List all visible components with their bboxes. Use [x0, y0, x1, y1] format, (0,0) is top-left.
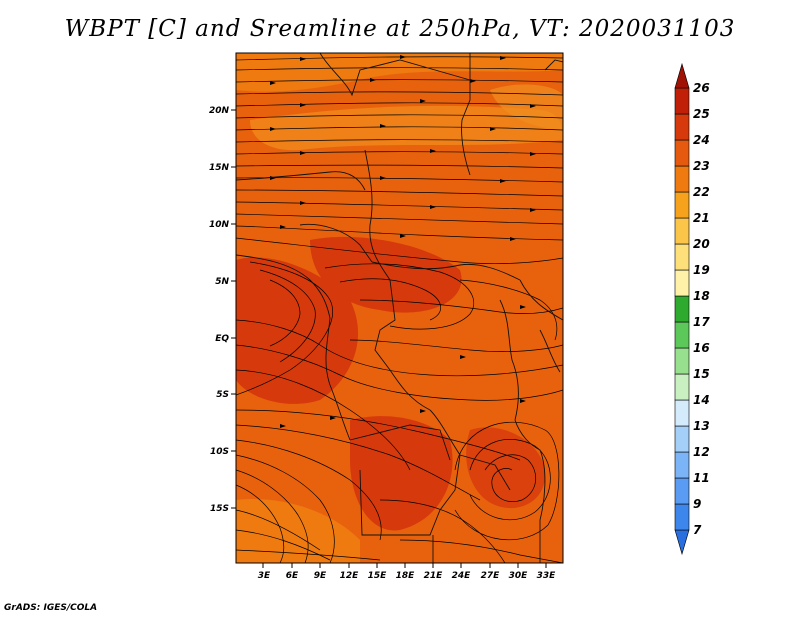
colorbar-label: 19: [693, 263, 710, 277]
colorbar-max-triangle: [674, 62, 690, 89]
lon-label: 30E: [509, 571, 529, 581]
lat-label: 15S: [210, 504, 229, 514]
lat-label: 5N: [215, 277, 229, 287]
colorbar-label: 16: [693, 341, 710, 355]
map-frame: [235, 52, 564, 564]
map-title: WBPT [C] and Sreamline at 250hPa, VT: 20…: [64, 16, 736, 42]
lat-label: 20N: [209, 106, 230, 116]
wbpt-patch-center: [310, 236, 462, 313]
colorbar-swatch: [674, 321, 690, 349]
wbpt-patch-north: [236, 53, 563, 92]
colorbar: 7 9 11 12 13 14 15 16 17 18 19 20 21 22 23 24 25 26: [674, 62, 710, 556]
colorbar-label: 21: [693, 211, 710, 225]
colorbar-swatch: [674, 425, 690, 453]
lon-label: 9E: [314, 571, 327, 581]
wbpt-patch-southwest: [236, 499, 360, 563]
colorbar-swatch: [674, 139, 690, 167]
wbpt-patch-band: [250, 105, 563, 151]
colorbar-label: 14: [693, 393, 710, 407]
colorbar-label: 24: [693, 133, 710, 147]
colorbar-label: 7: [693, 523, 702, 537]
lon-label: 15E: [368, 571, 388, 581]
colorbar-swatch: [674, 451, 690, 479]
lon-label: 3E: [258, 571, 271, 581]
colorbar-swatch: [674, 243, 690, 271]
map-plot-area: [236, 53, 563, 563]
wbpt-patch-west: [236, 257, 359, 404]
lon-label: 33E: [537, 571, 557, 581]
lat-axis: 20N 15N 10N 5N EQ 5S 10S 15S: [209, 106, 236, 514]
lat-label: 10S: [210, 447, 229, 457]
lon-label: 18E: [396, 571, 416, 581]
colorbar-label: 9: [693, 497, 701, 511]
colorbar-label: 25: [693, 107, 710, 121]
lon-label: 24E: [452, 571, 472, 581]
lat-label: 5S: [216, 390, 229, 400]
colorbar-label: 11: [693, 471, 710, 485]
colorbar-swatch: [674, 477, 690, 505]
colorbar-swatch: [674, 191, 690, 219]
colorbar-swatch: [674, 269, 690, 297]
lat-label: EQ: [215, 334, 229, 344]
streamline-arrows: [270, 55, 536, 428]
lon-label: 12E: [340, 571, 360, 581]
lon-label: 6E: [286, 571, 299, 581]
colorbar-label: 23: [693, 159, 710, 173]
country-borders: [236, 53, 563, 563]
colorbar-label: 17: [693, 315, 710, 329]
wbpt-patch-northeast: [490, 84, 563, 130]
colorbar-label: 13: [693, 419, 710, 433]
colorbar-swatch: [674, 295, 690, 323]
credit-label: GrADS: IGES/COLA: [4, 603, 98, 613]
lat-label: 15N: [209, 163, 230, 173]
colorbar-swatch: [674, 347, 690, 375]
colorbar-label: 22: [693, 185, 710, 199]
lon-axis: 3E 6E 9E 12E 15E 18E 21E 24E 27E 30E 33E: [258, 563, 556, 581]
lon-label: 27E: [481, 571, 501, 581]
wbpt-patch-southeast: [466, 427, 546, 509]
lon-label: 21E: [424, 571, 444, 581]
colorbar-min-triangle: [674, 529, 690, 556]
colorbar-label: 12: [693, 445, 710, 459]
wbpt-patch-south: [350, 416, 453, 531]
colorbar-swatch: [674, 217, 690, 245]
colorbar-label: 20: [693, 237, 710, 251]
colorbar-swatch: [674, 503, 690, 531]
lat-label: 10N: [209, 220, 230, 230]
colorbar-swatch: [674, 373, 690, 401]
colorbar-swatch: [674, 165, 690, 193]
colorbar-swatch: [674, 87, 690, 115]
colorbar-swatch: [674, 113, 690, 141]
colorbar-label: 18: [693, 289, 710, 303]
colorbar-label: 26: [693, 81, 710, 95]
colorbar-label: 15: [693, 367, 710, 381]
colorbar-swatch: [674, 399, 690, 427]
